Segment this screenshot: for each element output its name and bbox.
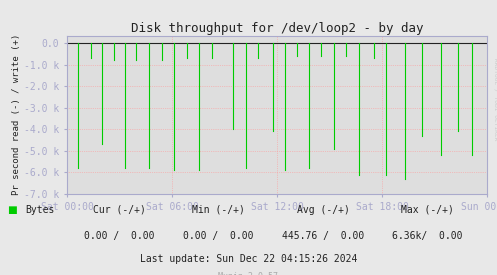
Text: 6.36k/  0.00: 6.36k/ 0.00 — [392, 231, 463, 241]
Y-axis label: Pr second read (-) / write (+): Pr second read (-) / write (+) — [12, 34, 21, 196]
Text: ■: ■ — [7, 205, 17, 215]
Text: Cur (-/+): Cur (-/+) — [93, 205, 146, 215]
Text: 0.00 /  0.00: 0.00 / 0.00 — [84, 231, 155, 241]
Text: RRDTOOL / TOBI OETIKER: RRDTOOL / TOBI OETIKER — [494, 58, 497, 140]
Text: Munin 2.0.57: Munin 2.0.57 — [219, 272, 278, 275]
Text: Bytes: Bytes — [25, 205, 54, 215]
Text: Avg (-/+): Avg (-/+) — [297, 205, 349, 215]
Text: 0.00 /  0.00: 0.00 / 0.00 — [183, 231, 254, 241]
Title: Disk throughput for /dev/loop2 - by day: Disk throughput for /dev/loop2 - by day — [131, 21, 423, 35]
Text: Min (-/+): Min (-/+) — [192, 205, 245, 215]
Text: 445.76 /  0.00: 445.76 / 0.00 — [282, 231, 364, 241]
Text: Max (-/+): Max (-/+) — [401, 205, 454, 215]
Text: Last update: Sun Dec 22 04:15:26 2024: Last update: Sun Dec 22 04:15:26 2024 — [140, 254, 357, 264]
